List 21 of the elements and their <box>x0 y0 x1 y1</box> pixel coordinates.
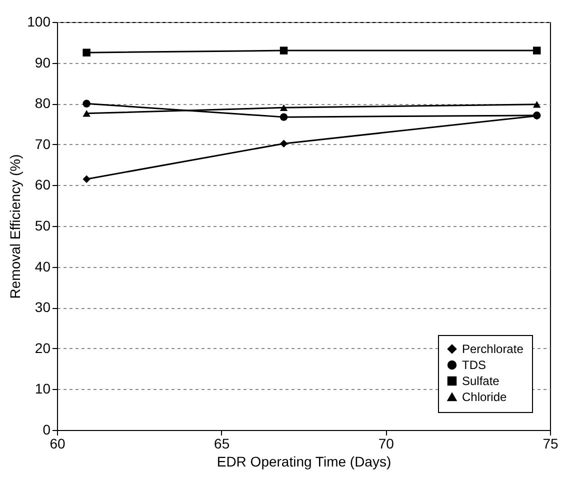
y-tick-label: 90 <box>34 54 51 70</box>
y-tick-label: 70 <box>34 136 51 152</box>
legend-label: Perchlorate <box>462 342 524 356</box>
x-tick-label: 65 <box>214 436 230 452</box>
y-tick-label: 10 <box>34 380 51 397</box>
x-tick-label: 70 <box>378 436 394 452</box>
y-tick-label: 40 <box>34 258 51 274</box>
x-tick-label: 60 <box>50 436 66 452</box>
legend-label: TDS <box>462 358 486 372</box>
y-tick-label: 100 <box>27 14 51 30</box>
x-axis-title: EDR Operating Time (Days) <box>216 454 392 470</box>
y-axis-title: Removal Efficiency (%) <box>7 154 24 299</box>
y-tick-label: 20 <box>34 340 51 356</box>
legend-label: Sulfate <box>462 374 500 388</box>
y-tick-label: 60 <box>34 176 51 193</box>
y-tick-label: 30 <box>34 299 51 316</box>
legend-label: Chloride <box>462 390 508 404</box>
y-tick-label: 80 <box>34 95 51 112</box>
x-tick-label: 75 <box>542 436 558 452</box>
y-tick-label: 50 <box>34 218 51 234</box>
y-tick-label: 0 <box>42 422 51 438</box>
